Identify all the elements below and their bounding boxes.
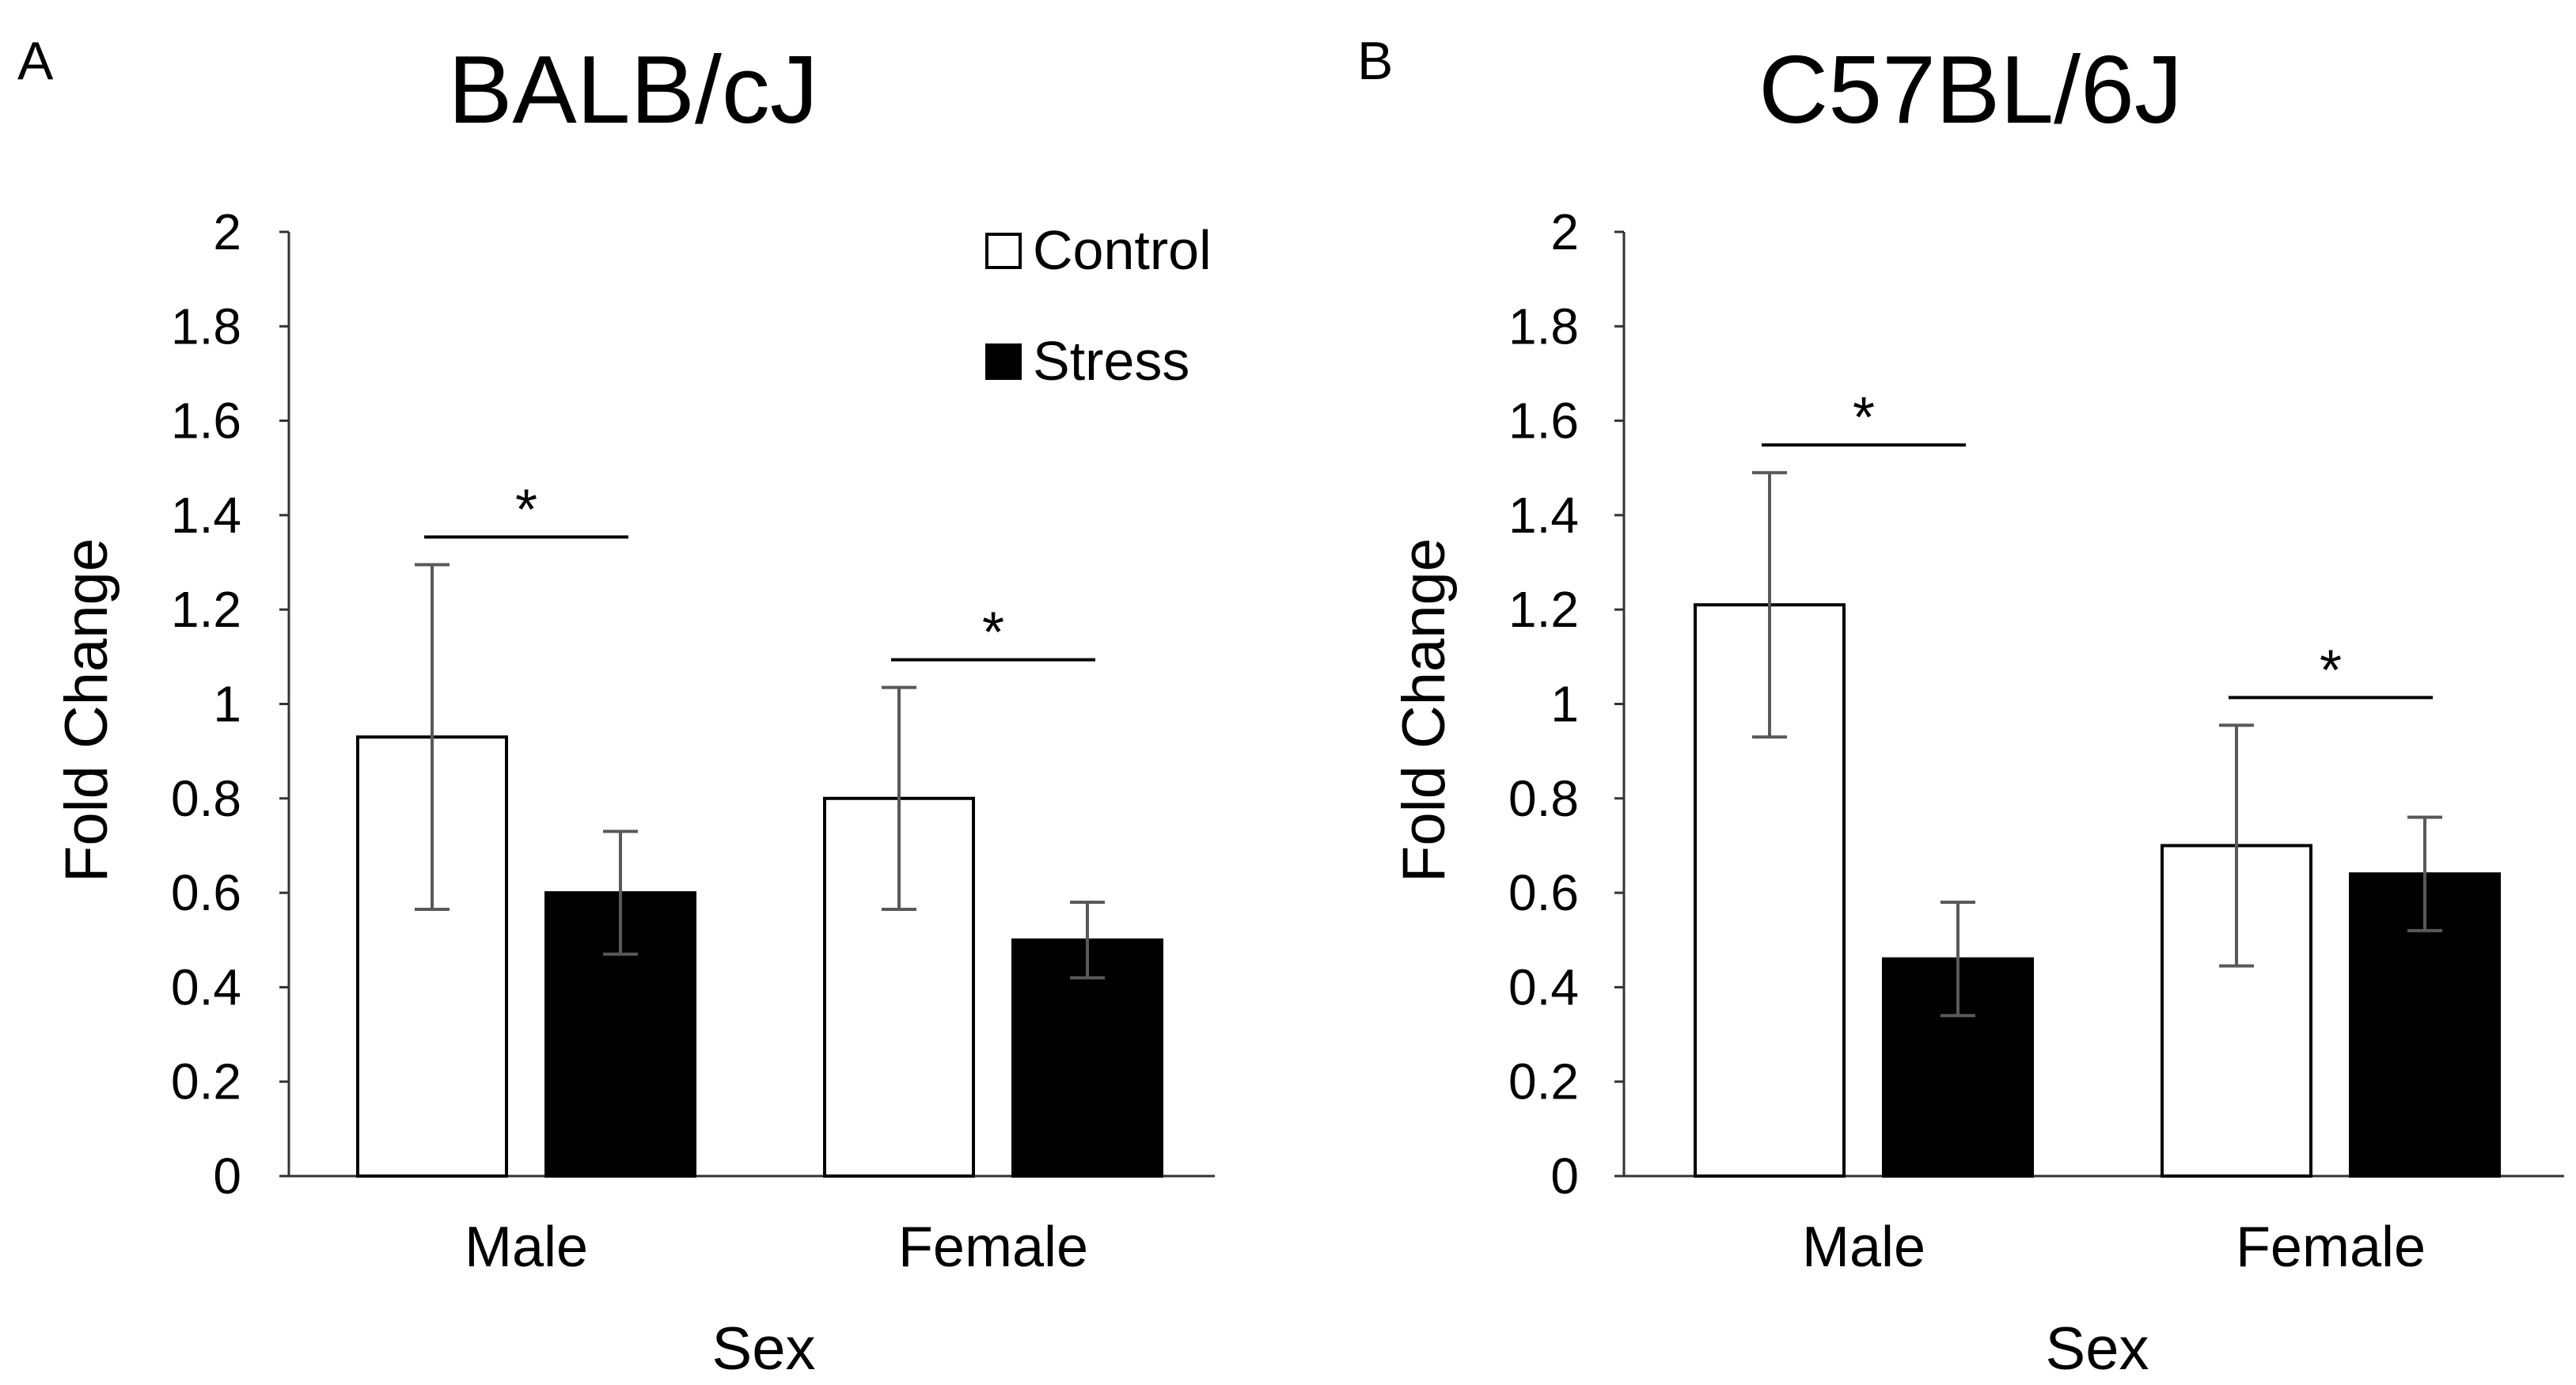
panel-label: A — [17, 31, 54, 91]
legend-swatch-stress — [985, 343, 1022, 380]
legend: Control Stress — [985, 219, 1212, 392]
significance-star: * — [2320, 639, 2342, 702]
y-tick-label: 1 — [1550, 676, 1579, 733]
y-tick-label: 1.8 — [1508, 298, 1579, 355]
chart-panel-a: A BALB/cJ 0 0.2 0.4 0.6 0.8 1 1.2 1.4 1.6 1.8 2 Fold … — [17, 31, 1215, 1383]
y-tick-label: 0.8 — [1508, 770, 1579, 827]
y-tick-label: 0 — [1550, 1148, 1579, 1205]
legend-label-control: Control — [1033, 219, 1212, 281]
y-tick-label: 0 — [213, 1148, 241, 1205]
y-tick-label: 0.6 — [171, 864, 241, 921]
x-category-label: Male — [1802, 1216, 1925, 1279]
y-axis-title: Fold Change — [53, 538, 120, 882]
x-axis-title: Sex — [712, 1315, 816, 1383]
x-axis-title: Sex — [2046, 1315, 2149, 1383]
panel-label: B — [1357, 31, 1393, 91]
y-tick-label: 0.6 — [1508, 864, 1579, 921]
significance-star: * — [1853, 386, 1875, 450]
y-tick-label: 1.2 — [1508, 581, 1579, 638]
y-tick-label: 0.4 — [171, 958, 241, 1015]
y-axis-title: Fold Change — [1390, 538, 1458, 882]
y-tick-label: 0.2 — [1508, 1053, 1579, 1110]
y-tick-label: 1.6 — [1508, 393, 1579, 450]
significance-star: * — [515, 479, 537, 542]
y-tick-label: 1 — [213, 676, 241, 733]
chart-panel-b: B C57BL/6J 0 0.2 0.4 0.6 0.8 1 1.2 1.4 1.6 1.8 2 Fold… — [1357, 31, 2564, 1383]
legend-label-stress: Stress — [1033, 330, 1189, 392]
y-tick-label: 1.8 — [171, 298, 241, 355]
legend-swatch-control — [985, 233, 1022, 269]
y-tick-label: 2 — [213, 203, 241, 260]
y-tick-label: 2 — [1550, 203, 1579, 260]
y-tick-label: 0.4 — [1508, 958, 1579, 1015]
y-tick-label: 0.2 — [171, 1053, 241, 1110]
x-category-label: Female — [898, 1216, 1088, 1279]
chart-title: BALB/cJ — [448, 36, 818, 143]
significance-star: * — [982, 601, 1004, 665]
y-tick-label: 1.2 — [171, 581, 241, 638]
y-tick-label: 1.4 — [1508, 487, 1579, 544]
y-tick-label: 1.6 — [171, 393, 241, 450]
x-category-label: Male — [465, 1216, 588, 1279]
y-tick-label: 1.4 — [171, 487, 241, 544]
chart-title: C57BL/6J — [1758, 36, 2183, 143]
y-tick-label: 0.8 — [171, 770, 241, 827]
x-category-label: Female — [2236, 1216, 2426, 1279]
